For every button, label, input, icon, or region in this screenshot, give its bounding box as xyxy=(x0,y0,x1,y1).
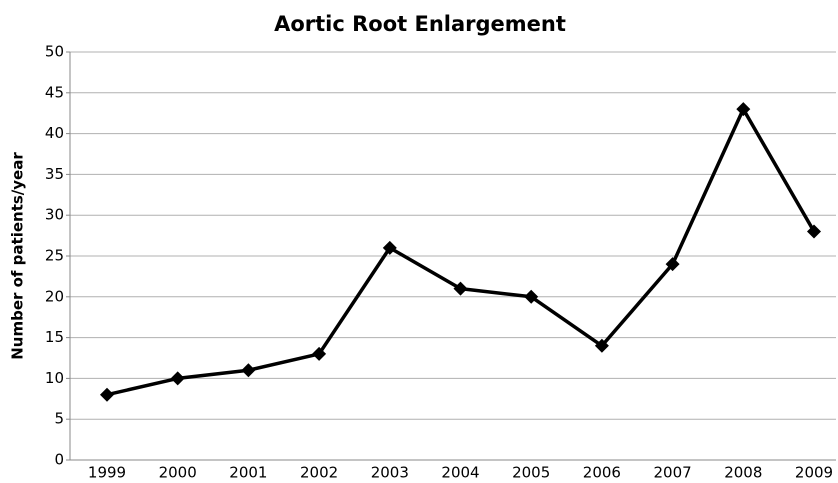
x-tick-label: 1999 xyxy=(88,464,126,482)
x-tick-label: 2009 xyxy=(795,464,833,482)
marker xyxy=(524,289,539,304)
data-line xyxy=(106,107,816,397)
marker xyxy=(807,224,821,239)
marker xyxy=(453,281,468,296)
y-tick-label: 30 xyxy=(45,206,64,224)
y-tick-label: 5 xyxy=(54,410,64,428)
marker xyxy=(665,257,680,272)
x-tick-label: 2002 xyxy=(300,464,338,482)
y-tick-label: 10 xyxy=(45,369,64,387)
y-tick-label: 25 xyxy=(45,247,64,265)
marker xyxy=(170,371,185,386)
y-tick-label: 50 xyxy=(45,43,64,61)
marker xyxy=(241,363,256,378)
y-tick-label: 35 xyxy=(45,165,64,183)
marker xyxy=(736,102,751,117)
chart-title: Aortic Root Enlargement xyxy=(274,12,566,36)
x-tick-label: 2005 xyxy=(512,464,550,482)
y-tick-label: 15 xyxy=(45,328,64,346)
marker xyxy=(100,387,114,402)
y-tick-label: 0 xyxy=(54,451,64,469)
marker xyxy=(382,240,397,255)
y-tick-label: 20 xyxy=(45,287,64,305)
x-tick-label: 2006 xyxy=(583,464,621,482)
x-tick-label: 2000 xyxy=(159,464,197,482)
y-axis-label: Number of patients/year xyxy=(9,152,27,360)
marker xyxy=(312,346,327,361)
y-tick-label: 40 xyxy=(45,124,64,142)
x-tick-label: 2004 xyxy=(441,464,479,482)
marker xyxy=(594,338,609,353)
x-tick-label: 2007 xyxy=(654,464,692,482)
y-tick-label: 45 xyxy=(45,83,64,101)
x-tick-label: 2008 xyxy=(724,464,762,482)
x-tick-label: 2001 xyxy=(229,464,267,482)
x-tick-label: 2003 xyxy=(371,464,409,482)
